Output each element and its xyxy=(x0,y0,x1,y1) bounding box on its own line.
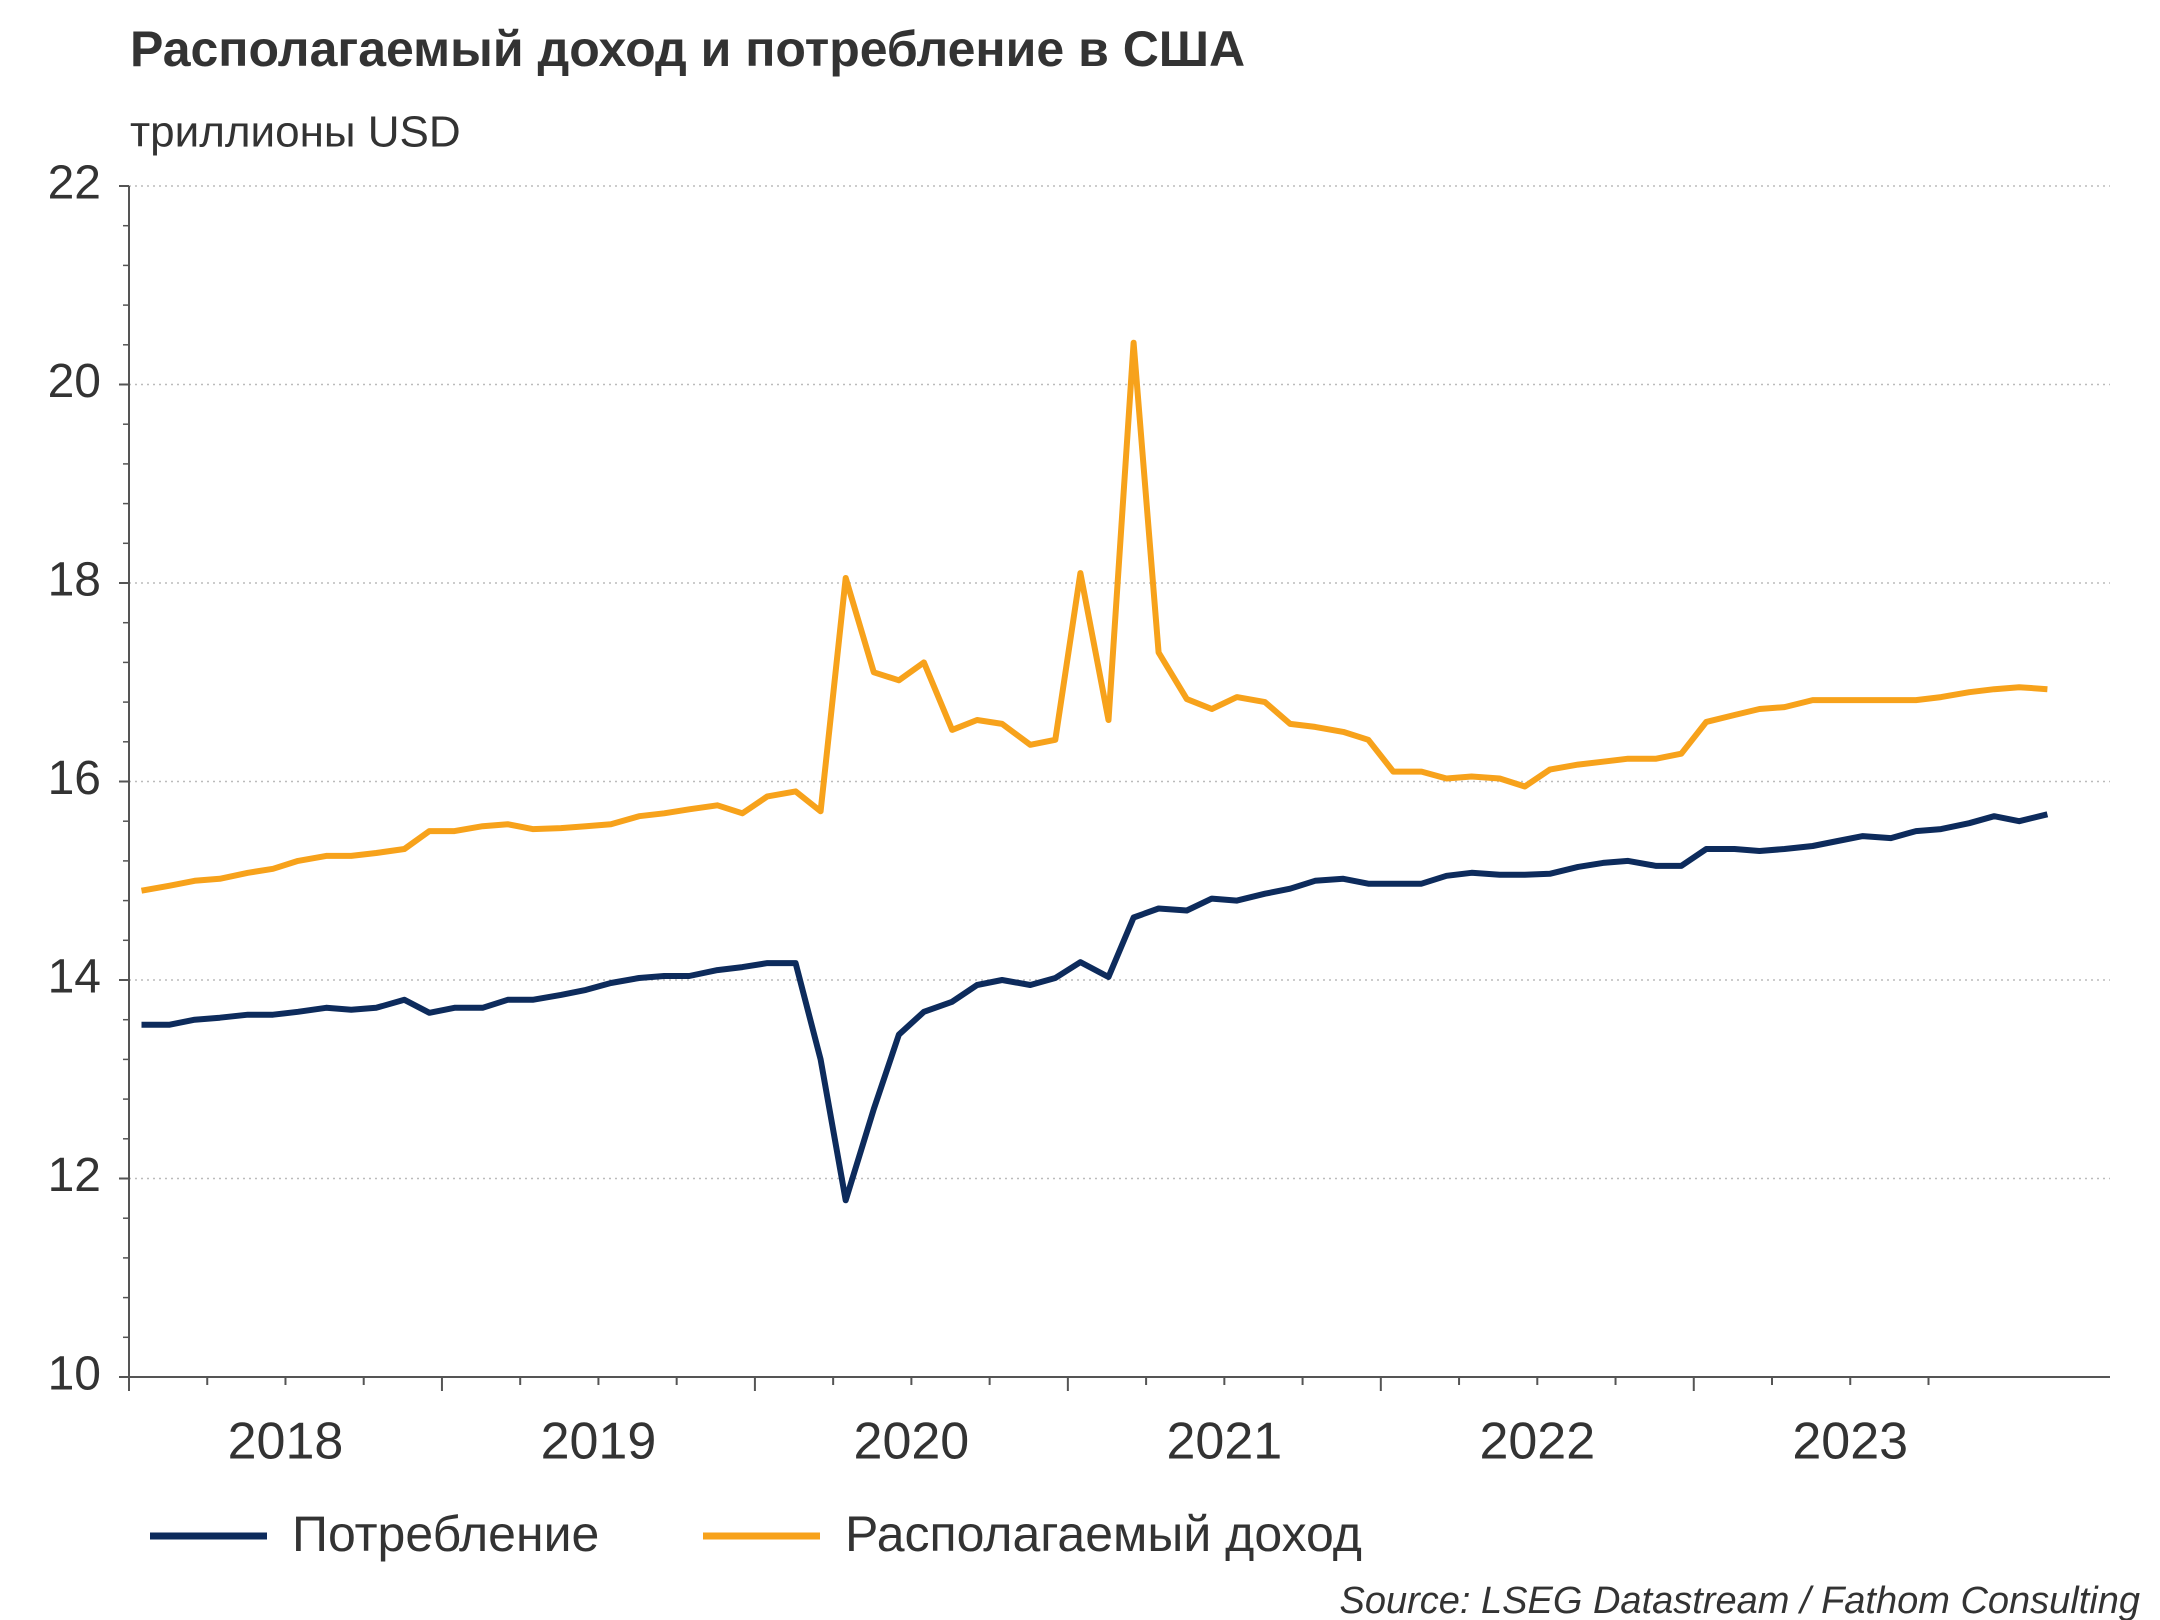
source-note: Source: LSEG Datastream / Fathom Consult… xyxy=(1340,1580,2140,1620)
y-tick-label: 14 xyxy=(48,951,101,1004)
x-tick-label: 2022 xyxy=(1479,1413,1595,1471)
y-tick-label: 12 xyxy=(48,1149,101,1202)
x-tick-label: 2020 xyxy=(854,1413,970,1471)
chart-subtitle: триллионы USD xyxy=(130,108,461,157)
legend-label: Потребление xyxy=(292,1506,599,1562)
x-tick-label: 2018 xyxy=(228,1413,344,1471)
x-tick-label: 2019 xyxy=(541,1413,657,1471)
y-tick-label: 16 xyxy=(48,752,101,805)
y-tick-label: 20 xyxy=(48,355,101,408)
chart-title: Располагаемый доход и потребление в США xyxy=(130,21,1245,77)
y-tick-label: 18 xyxy=(48,554,101,607)
y-tick-label: 22 xyxy=(48,157,101,210)
y-tick-label: 10 xyxy=(48,1348,101,1401)
series-line xyxy=(140,339,2048,894)
series-line xyxy=(141,811,2049,1204)
x-tick-label: 2021 xyxy=(1166,1413,1282,1471)
x-tick-label: 2023 xyxy=(1792,1413,1908,1471)
legend-label: Располагаемый доход xyxy=(845,1506,1362,1562)
